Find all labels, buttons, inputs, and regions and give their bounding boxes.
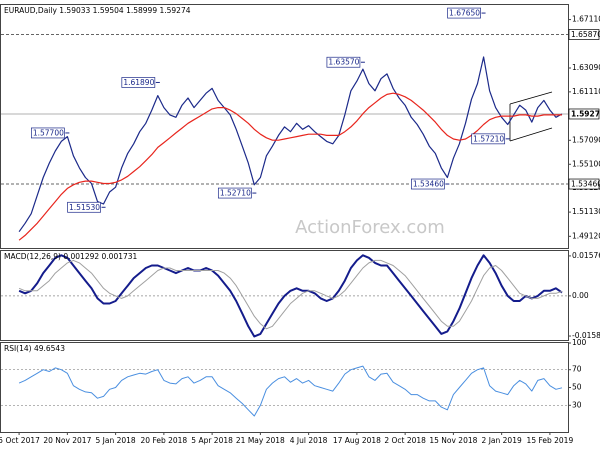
level-box [568, 29, 600, 40]
series-line [18, 365, 563, 417]
panel-title: EURAUD,Daily 1.59033 1.59504 1.58999 1.5… [4, 6, 191, 15]
series-line [18, 92, 562, 241]
panel-title: RSI(14) 49.6543 [4, 344, 65, 353]
channel-line [509, 91, 553, 105]
y-tick-label: 1.67110 [572, 15, 600, 24]
series-line [18, 56, 563, 233]
annotation-label: 1.67650 [449, 9, 480, 18]
annotation-box [217, 187, 252, 199]
annotation-box [447, 7, 481, 19]
y-tick-label: 1.61110 [572, 87, 600, 96]
annotation-label: 1.57700 [33, 128, 64, 137]
annotation-box [67, 201, 101, 213]
level-box [568, 108, 600, 120]
annotation-box [471, 133, 506, 145]
y-tick-label: 100 [572, 338, 587, 347]
x-tick-label: 5 Jan 2018 [96, 436, 136, 445]
x-tick-label: 2 Oct 2018 [384, 436, 426, 445]
y-tick-label: 0.015762 [572, 251, 600, 260]
y-tick-label: 1.49120 [572, 231, 600, 240]
annotation-box [31, 127, 65, 139]
y-tick-label: 70 [572, 365, 582, 374]
x-tick-label: 17 Aug 2018 [333, 436, 381, 445]
level-label: 1.65870 [571, 30, 600, 39]
channel-line [509, 127, 553, 142]
y-tick-label: 1.57090 [572, 135, 600, 144]
annotation-label: 1.57210 [473, 134, 504, 143]
series-line [18, 259, 563, 330]
y-tick-label: 1.51130 [572, 207, 600, 216]
annotation-label: 1.63570 [328, 58, 359, 67]
level-label: 1.59274 [571, 109, 600, 118]
x-tick-label: 20 Feb 2018 [141, 436, 188, 445]
price-panel [0, 4, 569, 249]
y-tick-label: 0.00 [572, 291, 589, 300]
x-tick-label: 15 Nov 2018 [429, 436, 477, 445]
annotation-label: 1.53460 [413, 180, 444, 189]
x-tick-label: 2 Jan 2019 [482, 436, 522, 445]
annotation-label: 1.61890 [123, 78, 154, 87]
y-tick-label: 50 [572, 383, 582, 392]
annotation-label: 1.52710 [220, 189, 251, 198]
x-tick-label: 4 Jul 2018 [290, 436, 328, 445]
x-tick-label: 5 Apr 2018 [191, 436, 233, 445]
level-box [568, 178, 600, 190]
x-tick-label: 21 May 2018 [236, 436, 285, 445]
panel-title: MACD(12,26,9) 0.001292 0.001731 [4, 252, 138, 261]
annotation-box [326, 56, 361, 68]
y-tick-label: -0.015834 [572, 331, 600, 340]
annotation-box [121, 77, 156, 88]
x-tick-label: 15 Feb 2019 [527, 436, 574, 445]
series-line [18, 254, 563, 338]
annotation-box [411, 178, 445, 190]
watermark: ActionForex.com [295, 217, 445, 238]
x-tick-label: 20 Nov 2017 [43, 436, 91, 445]
y-tick-label: 1.63090 [572, 63, 600, 72]
annotation-label: 1.51530 [69, 203, 100, 212]
y-tick-label: 30 [572, 400, 582, 409]
level-label: 1.53460 [571, 180, 600, 189]
y-tick-label: 1.55100 [572, 159, 600, 168]
x-tick-label: 5 Oct 2017 [0, 436, 40, 445]
rsi-panel [0, 342, 569, 433]
